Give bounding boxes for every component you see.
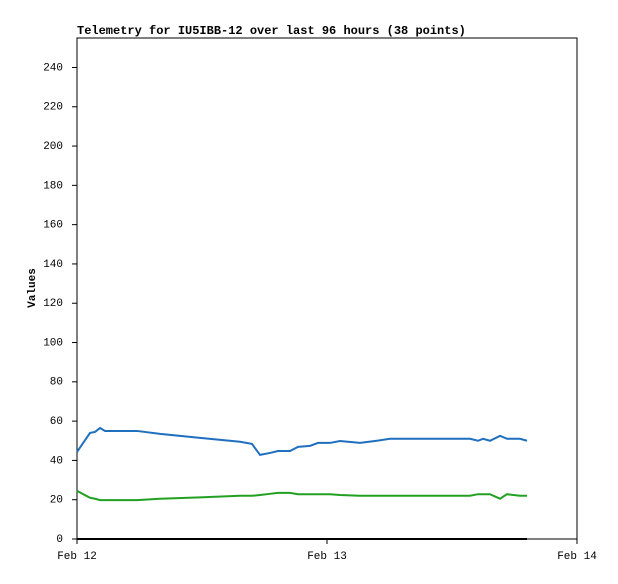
y-tick-label: 220: [43, 102, 63, 114]
y-tick-label: 180: [43, 180, 63, 192]
y-tick-label: 20: [50, 495, 63, 507]
y-tick-label: 100: [43, 337, 63, 349]
y-axis-label: Values: [27, 268, 39, 308]
y-tick-label: 140: [43, 259, 63, 271]
y-tick-label: 40: [50, 455, 63, 467]
y-tick-label: 0: [56, 534, 63, 546]
y-tick-label: 200: [43, 141, 63, 153]
y-tick-label: 240: [43, 62, 63, 74]
y-tick-label: 60: [50, 416, 63, 428]
series-line: [76, 426, 528, 457]
y-tick-label: 160: [43, 220, 63, 232]
x-tick-label: Feb 13: [307, 551, 347, 563]
x-tick-label: Feb 14: [557, 551, 597, 563]
plot-area: [76, 37, 578, 540]
series-line: [76, 489, 527, 502]
chart-title: Telemetry for IU5IBB-12 over last 96 hou…: [77, 24, 466, 38]
y-tick-label: 80: [50, 377, 63, 389]
x-tick-label: Feb 12: [57, 551, 97, 563]
y-tick-label: 120: [43, 298, 63, 310]
